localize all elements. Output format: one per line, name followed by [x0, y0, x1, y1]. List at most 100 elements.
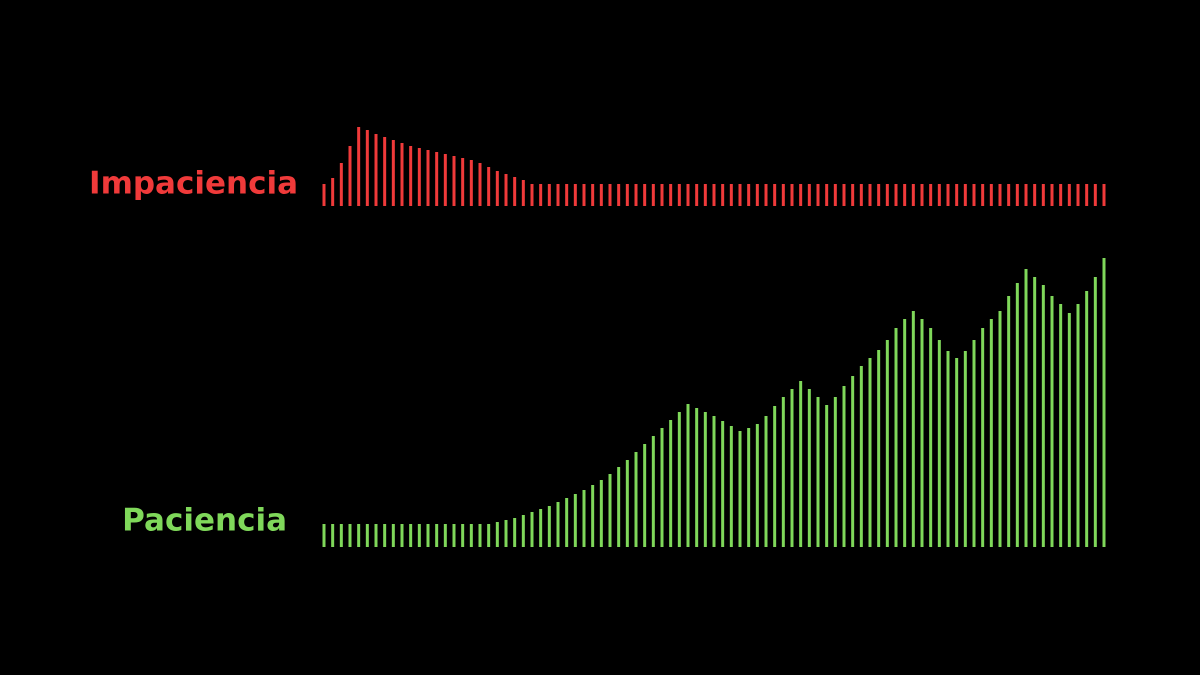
bar [322, 184, 326, 206]
bar [634, 452, 638, 547]
bar [1015, 184, 1019, 206]
bar [443, 154, 447, 206]
bar [617, 467, 621, 547]
bar [591, 485, 595, 547]
bar [955, 184, 959, 206]
bar [417, 148, 421, 206]
bar [365, 524, 369, 547]
bar [695, 408, 699, 547]
bar [651, 436, 655, 547]
bar [721, 421, 725, 547]
bar [825, 184, 829, 206]
bar [877, 184, 881, 206]
bar [972, 340, 976, 547]
bar [521, 180, 525, 206]
bar [339, 524, 343, 547]
bar [556, 502, 560, 547]
bar [816, 184, 820, 206]
bar [357, 524, 361, 547]
bar [1033, 184, 1037, 206]
bar [703, 412, 707, 547]
bar [1085, 291, 1089, 547]
bar [868, 184, 872, 206]
bar [391, 140, 395, 206]
bar [807, 389, 811, 547]
bar [452, 524, 456, 547]
bar [547, 506, 551, 547]
bar [946, 184, 950, 206]
bar [1102, 184, 1106, 206]
bar [946, 351, 950, 547]
bar [851, 376, 855, 547]
bar [937, 340, 941, 547]
bar [989, 184, 993, 206]
bar [807, 184, 811, 206]
bar [651, 184, 655, 206]
bar [842, 184, 846, 206]
bar [790, 184, 794, 206]
bar [573, 184, 577, 206]
bar [391, 524, 395, 547]
bar [521, 515, 525, 547]
bar [1102, 258, 1106, 547]
bar [842, 386, 846, 547]
bar [383, 137, 387, 206]
bar [1015, 283, 1019, 547]
bar [695, 184, 699, 206]
bar [487, 524, 491, 547]
bar [929, 328, 933, 547]
bar [383, 524, 387, 547]
bar [903, 184, 907, 206]
bar [504, 520, 508, 547]
bar [539, 184, 543, 206]
bar [738, 431, 742, 547]
bar [1007, 296, 1011, 547]
bar [686, 184, 690, 206]
bar [911, 311, 915, 547]
bar [885, 184, 889, 206]
bar [1041, 285, 1045, 547]
bar [374, 134, 378, 206]
bar [920, 184, 924, 206]
bar [357, 127, 361, 206]
bar [400, 524, 404, 547]
bar [877, 350, 881, 547]
bar [547, 184, 551, 206]
bar [452, 156, 456, 206]
bar [617, 184, 621, 206]
bar [608, 474, 612, 547]
bar [1093, 184, 1097, 206]
bar [339, 163, 343, 206]
bar [556, 184, 560, 206]
bar [409, 524, 413, 547]
bar [773, 406, 777, 547]
bar [1059, 304, 1063, 547]
bar [513, 177, 517, 206]
bar [599, 184, 603, 206]
legend-label: Impaciencia [89, 166, 298, 202]
bar [755, 424, 759, 547]
bar [755, 184, 759, 206]
legend-label: Paciencia [122, 503, 287, 539]
bar [894, 184, 898, 206]
bar [365, 130, 369, 206]
bar [1033, 277, 1037, 547]
bar [461, 524, 465, 547]
bar [478, 163, 482, 206]
bar [859, 184, 863, 206]
bar [669, 420, 673, 547]
bar [565, 498, 569, 547]
bar [738, 184, 742, 206]
bar [1050, 184, 1054, 206]
bar [764, 184, 768, 206]
bar [530, 184, 534, 206]
bar [322, 524, 326, 547]
bar [1093, 277, 1097, 547]
bar [729, 184, 733, 206]
bar [443, 524, 447, 547]
bar [348, 146, 352, 206]
bar [469, 160, 473, 206]
bar [903, 319, 907, 547]
bar [825, 405, 829, 547]
bar [1067, 184, 1071, 206]
